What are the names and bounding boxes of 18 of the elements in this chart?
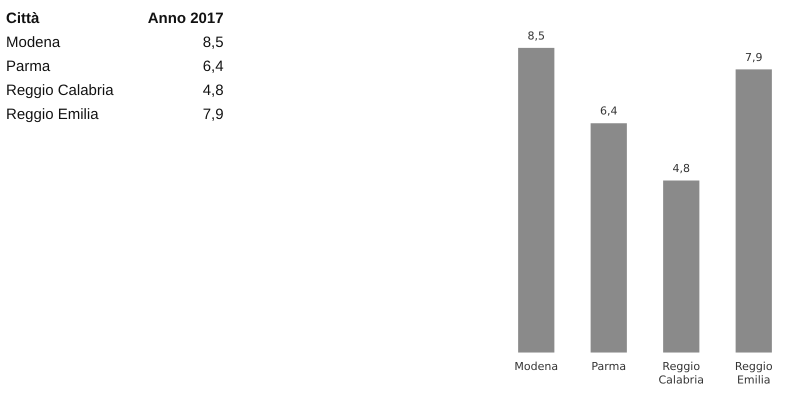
x-tick-label: Reggio Emilia bbox=[734, 360, 773, 386]
category-label: Modena bbox=[6, 34, 60, 50]
text: Città bbox=[6, 8, 40, 28]
text: 4,8 bbox=[202, 82, 224, 98]
text: 7,9 bbox=[202, 106, 224, 122]
text: 8,5 bbox=[202, 34, 224, 50]
text: Anno 2017 bbox=[146, 8, 224, 28]
category-label: Parma bbox=[6, 58, 50, 74]
text: 6,4 bbox=[202, 58, 224, 74]
data-label: 6,4 bbox=[600, 104, 618, 118]
data-label: 4,8 bbox=[672, 162, 690, 175]
x-tick-label: Modena bbox=[514, 360, 558, 374]
category-label: Reggio Emilia bbox=[6, 106, 99, 122]
category-label: Reggio Calabria bbox=[6, 82, 114, 98]
x-tick-label: Reggio Calabria bbox=[658, 360, 704, 386]
data-label: 7,9 bbox=[745, 50, 762, 64]
data-label: 8,5 bbox=[528, 29, 545, 42]
x-tick-label: Parma bbox=[591, 360, 626, 374]
